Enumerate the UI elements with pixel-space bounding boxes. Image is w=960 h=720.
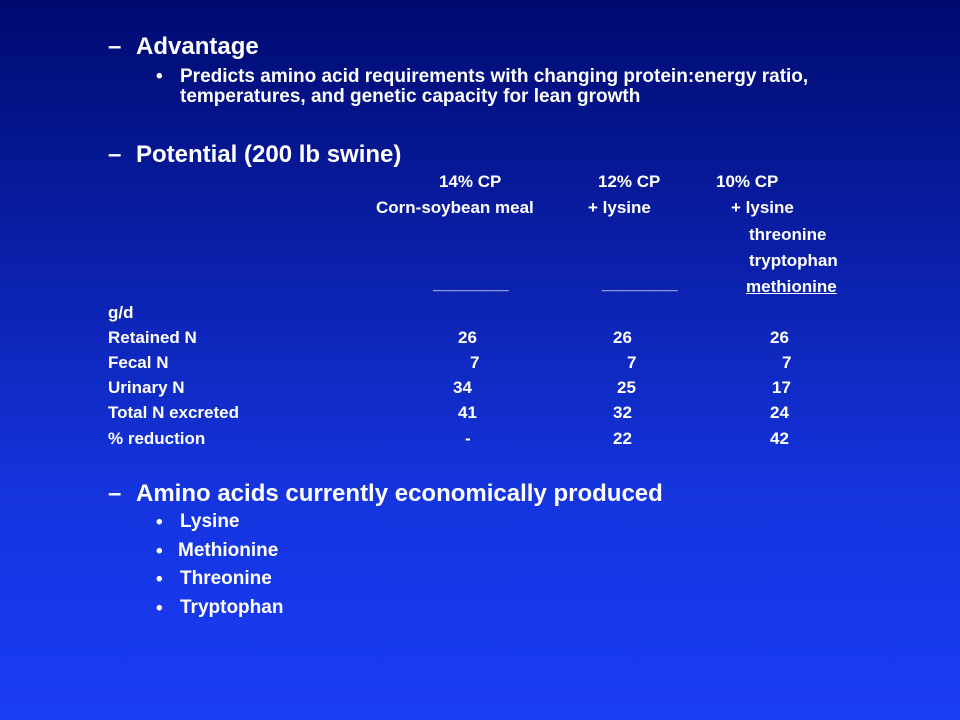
column-header: 14% CP [439,172,502,191]
amino-acid-item: Threonine [180,568,272,589]
row-label: % reduction [108,429,206,448]
bullet-marker: • [156,569,163,590]
amino-acid-item: Methionine [178,540,279,561]
dash-marker: – [108,480,122,507]
column-header: 10% CP [716,172,779,191]
potential-heading: Potential (200 lb swine) [136,141,402,168]
row-value: 22 [613,429,632,448]
row-value: 7 [782,353,792,372]
row-label: Fecal N [108,353,169,372]
dash-marker: – [108,141,122,168]
unit-label: g/d [108,303,134,322]
bullet-marker: • [156,66,163,87]
bullet-marker: • [156,541,163,562]
row-label: Urinary N [108,378,185,397]
row-value: 26 [458,328,477,347]
row-value: 26 [613,328,632,347]
row-value: 24 [770,403,789,422]
row-value: 42 [770,429,789,448]
advantage-heading: Advantage [136,33,259,60]
row-value: 34 [453,378,472,397]
dash-marker: – [108,33,122,60]
row-value: 32 [613,403,632,422]
row-value: 41 [458,403,477,422]
extra-amino-acid: methionine [746,277,837,296]
bullet-marker: • [156,598,163,619]
row-value: 7 [470,353,480,372]
diet-label: + lysine [731,198,794,217]
underline-blank: ________ [433,274,509,293]
amino-acids-heading: Amino acids currently economically produ… [136,480,663,507]
advantage-text: Predicts amino acid requirements with ch… [180,66,809,107]
row-label: Total N excreted [108,403,240,422]
extra-amino-acid: threonine [749,225,827,244]
row-label: Retained N [108,328,197,347]
extra-amino-acid: tryptophan [749,251,838,270]
bullet-marker: • [156,512,163,533]
row-value: 25 [617,378,636,397]
amino-acid-item: Lysine [180,511,240,532]
diet-label: + lysine [588,198,651,217]
diet-label: Corn-soybean meal [376,198,534,217]
underline-blank: ________ [602,274,678,293]
row-value: 17 [772,378,791,397]
amino-acid-item: Tryptophan [180,597,284,618]
row-value: 7 [627,353,637,372]
column-header: 12% CP [598,172,661,191]
row-value: 26 [770,328,789,347]
row-value: - [465,429,471,448]
